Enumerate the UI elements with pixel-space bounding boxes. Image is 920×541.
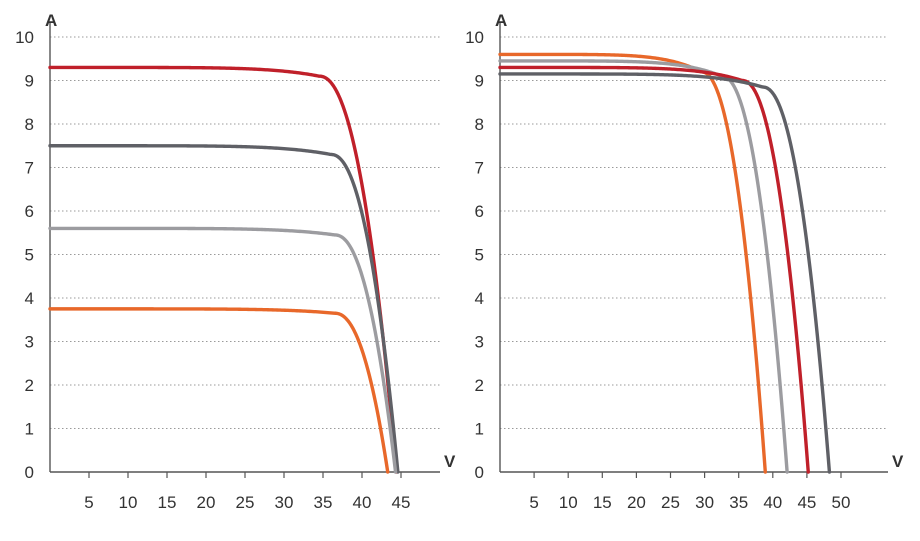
y-tick-label-9: 9 — [475, 72, 484, 91]
x-tick-label-10: 10 — [119, 493, 138, 512]
x-tick-label-25: 25 — [661, 493, 680, 512]
x-tick-label-45: 45 — [392, 493, 411, 512]
series-line-2 — [48, 144, 400, 474]
x-tick-label-20: 20 — [627, 493, 646, 512]
y-tick-label-8: 8 — [475, 115, 484, 134]
x-tick-label-45: 45 — [797, 493, 816, 512]
x-tick-label-35: 35 — [729, 493, 748, 512]
x-tick-label-25: 25 — [236, 493, 255, 512]
series-line-1 — [48, 65, 399, 474]
series-line-1 — [498, 52, 767, 474]
y-tick-label-8: 8 — [25, 115, 34, 134]
x-tick-label-15: 15 — [158, 493, 177, 512]
y-tick-label-4: 4 — [25, 289, 34, 308]
series-line-3 — [498, 65, 810, 474]
y-tick-label-2: 2 — [25, 376, 34, 395]
y-tick-label-10: 10 — [15, 28, 34, 47]
x-tick-label-30: 30 — [695, 493, 714, 512]
series-line-2 — [498, 59, 789, 474]
y-tick-label-9: 9 — [25, 72, 34, 91]
series-line-3 — [48, 226, 398, 474]
y-tick-label-1: 1 — [475, 420, 484, 439]
x-tick-label-35: 35 — [314, 493, 333, 512]
x-tick-label-30: 30 — [275, 493, 294, 512]
x-tick-label-15: 15 — [593, 493, 612, 512]
x-tick-label-10: 10 — [559, 493, 578, 512]
x-axis-label: V — [444, 452, 456, 471]
x-tick-label-20: 20 — [197, 493, 216, 512]
y-tick-label-6: 6 — [25, 202, 34, 221]
y-tick-label-0: 0 — [25, 463, 34, 482]
x-axis-label: V — [892, 452, 904, 471]
y-tick-label-7: 7 — [475, 159, 484, 178]
x-tick-label-5: 5 — [84, 493, 93, 512]
y-tick-label-4: 4 — [475, 289, 484, 308]
x-tick-label-40: 40 — [763, 493, 782, 512]
x-tick-label-40: 40 — [353, 493, 372, 512]
y-tick-label-5: 5 — [25, 246, 34, 265]
y-tick-label-3: 3 — [25, 333, 34, 352]
y-tick-label-0: 0 — [475, 463, 484, 482]
y-tick-label-5: 5 — [475, 246, 484, 265]
series-line-4 — [498, 72, 832, 474]
y-tick-label-10: 10 — [465, 28, 484, 47]
x-tick-label-5: 5 — [529, 493, 538, 512]
y-tick-label-7: 7 — [25, 159, 34, 178]
y-tick-label-2: 2 — [475, 376, 484, 395]
series-line-4 — [48, 307, 390, 474]
y-tick-label-6: 6 — [475, 202, 484, 221]
y-tick-label-3: 3 — [475, 333, 484, 352]
y-axis-label: A — [495, 11, 507, 30]
y-axis-label: A — [45, 11, 57, 30]
x-tick-label-50: 50 — [832, 493, 851, 512]
y-tick-label-1: 1 — [25, 420, 34, 439]
